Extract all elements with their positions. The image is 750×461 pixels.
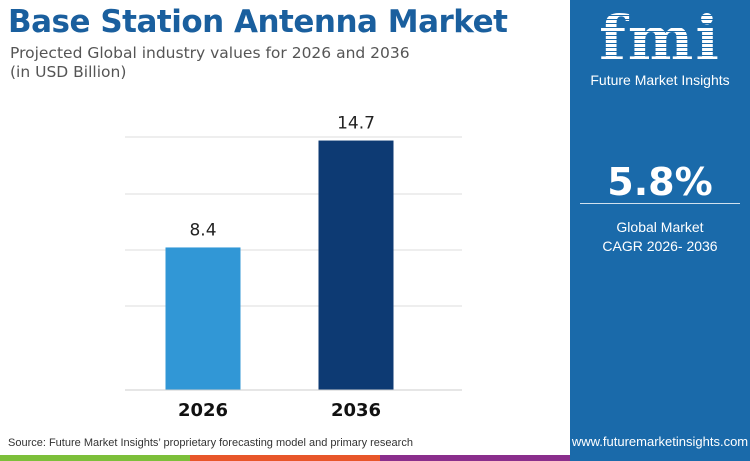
info-panel: fmi Future Market Insights 5.8% Global M… — [570, 0, 750, 461]
x-tick-label: 2026 — [178, 400, 228, 421]
logo-name: Future Market Insights — [590, 72, 730, 88]
data-label: 8.4 — [189, 220, 216, 240]
website-link[interactable]: www.futuremarketinsights.com — [571, 434, 749, 449]
chart-subtitle: Projected Global industry values for 202… — [10, 44, 410, 82]
x-tick-label: 2036 — [331, 400, 381, 421]
bar-2036 — [318, 140, 394, 390]
stripe-purple — [380, 455, 570, 461]
chart-title: Base Station Antenna Market — [8, 4, 508, 40]
source-note: Source: Future Market Insights’ propriet… — [8, 437, 413, 449]
fmi-logo: fmi Future Market Insights — [570, 8, 750, 89]
data-label: 14.7 — [337, 114, 375, 134]
cagr-label: Global Market CAGR 2026- 2036 — [570, 218, 750, 256]
cagr-value: 5.8% — [607, 160, 713, 204]
bar-2026 — [165, 247, 241, 390]
subtitle-line-2: (in USD Billion) — [10, 63, 127, 81]
bar-chart: 8.4 2026 14.7 2036 — [125, 114, 462, 421]
stripe-green — [0, 455, 190, 461]
cagr-label-line-1: Global Market — [616, 219, 704, 235]
subtitle-line-1: Projected Global industry values for 202… — [10, 44, 410, 62]
divider — [580, 203, 740, 204]
logo-mark: fmi — [570, 8, 750, 70]
stripe-orange — [190, 455, 380, 461]
cagr-label-line-2: CAGR 2026- 2036 — [602, 238, 718, 254]
